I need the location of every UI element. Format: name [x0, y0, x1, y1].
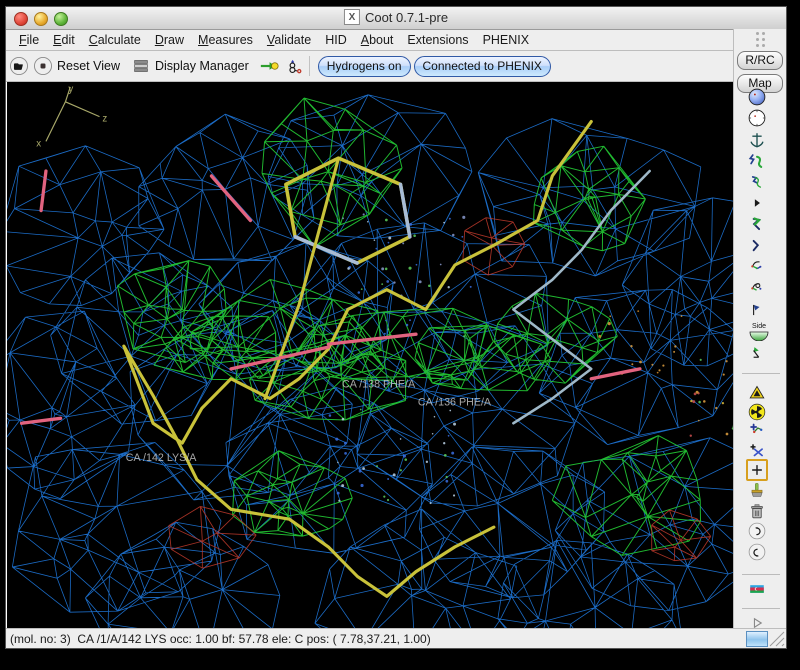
- svg-text:CA /142 LYS/A: CA /142 LYS/A: [126, 452, 197, 464]
- svg-text:CA /136 PHE/A: CA /136 PHE/A: [418, 396, 492, 408]
- svg-text:CA /138 PHE/A: CA /138 PHE/A: [342, 379, 416, 391]
- svg-text:y: y: [68, 84, 73, 95]
- svg-text:z: z: [102, 114, 107, 125]
- svg-text:Side: Side: [752, 323, 766, 330]
- svg-text:x: x: [36, 138, 41, 149]
